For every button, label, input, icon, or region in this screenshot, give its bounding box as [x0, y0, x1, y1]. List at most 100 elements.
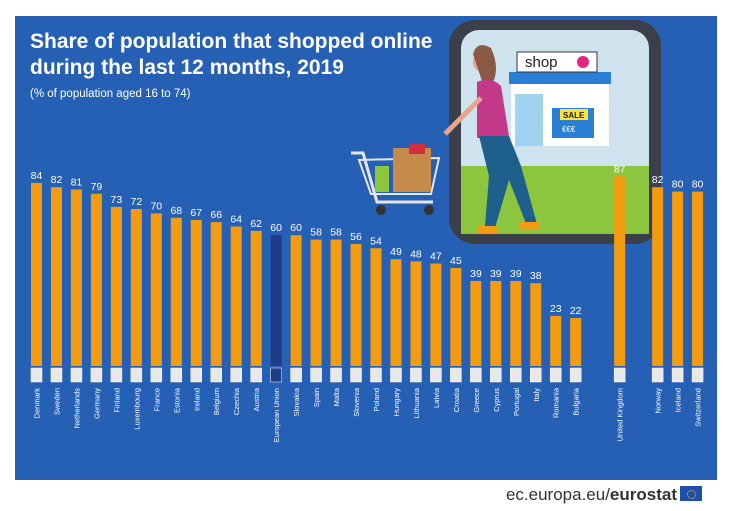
footer-source: ec.europa.eu/eurostat	[506, 485, 702, 505]
bar-luxembourg	[130, 209, 142, 366]
bar-lithuania	[410, 261, 422, 366]
bar-finland	[110, 206, 122, 366]
value-label-croatia: 45	[450, 255, 462, 267]
bar-european-union	[270, 235, 282, 366]
value-label-slovakia: 60	[290, 222, 302, 234]
flag-czechia-icon	[230, 367, 242, 383]
woman-arm	[443, 96, 483, 136]
value-label-belgium: 66	[210, 209, 222, 221]
bar-romania	[550, 315, 562, 366]
source-brand: eurostat	[609, 485, 677, 504]
flag-bulgaria-icon	[569, 367, 582, 383]
shoe-icon	[477, 226, 497, 233]
category-label-united-kingdom: United Kingdom	[616, 388, 625, 441]
shopping-bag-icon	[393, 148, 431, 192]
bar-portugal	[510, 280, 522, 366]
flag-romania-icon	[549, 367, 562, 383]
flag-netherlands-icon	[70, 367, 83, 383]
flag-poland-icon	[370, 367, 382, 383]
value-label-bulgaria: 22	[570, 305, 582, 317]
bar-latvia	[430, 263, 442, 366]
flag-iceland-icon	[671, 367, 684, 383]
value-label-norway: 82	[652, 174, 664, 186]
bar-sweden	[50, 187, 62, 366]
category-label-cyprus: Cyprus	[492, 388, 501, 412]
value-label-sweden: 82	[51, 174, 63, 186]
value-label-hungary: 49	[390, 246, 402, 258]
category-label-slovakia: Slovakia	[292, 387, 301, 416]
bar-croatia	[450, 267, 462, 366]
flag-spain-icon	[310, 367, 322, 383]
shop-sign-text: shop	[525, 54, 558, 71]
category-label-ireland: Ireland	[192, 388, 201, 411]
bottle-icon	[375, 166, 389, 192]
value-label-finland: 73	[111, 194, 123, 206]
category-label-european-union: European Union	[272, 388, 281, 442]
category-label-italy: Italy	[532, 388, 541, 402]
value-label-switzerland: 80	[692, 179, 704, 191]
flag-norway-icon	[651, 367, 664, 383]
flag-latvia-icon	[430, 367, 442, 383]
category-label-netherlands: Netherlands	[72, 388, 81, 429]
eu-flag-icon	[680, 486, 702, 501]
category-label-denmark: Denmark	[33, 388, 42, 419]
bar-denmark	[31, 182, 42, 366]
category-label-croatia: Croatia	[452, 387, 461, 412]
value-label-romania: 23	[550, 303, 562, 315]
source-prefix: ec.europa.eu/	[505, 485, 610, 504]
flag-cyprus-icon	[490, 367, 502, 383]
item-icon	[409, 144, 425, 154]
value-label-netherlands: 81	[71, 176, 83, 188]
chart-subtitle: (% of population aged 16 to 74)	[30, 88, 191, 100]
bar-netherlands	[70, 189, 82, 366]
category-label-slovenia: Slovenia	[352, 387, 361, 417]
category-label-poland: Poland	[372, 388, 381, 411]
category-label-iceland: Iceland	[674, 388, 683, 412]
bar-ireland	[190, 219, 202, 366]
value-label-austria: 62	[250, 218, 262, 230]
woman-shirt	[477, 79, 509, 138]
flag-lithuania-icon	[410, 367, 422, 383]
flag-france-icon	[150, 367, 163, 383]
value-label-united-kingdom: 87	[614, 163, 626, 175]
value-label-lithuania: 48	[410, 248, 422, 260]
category-label-austria: Austria	[252, 387, 261, 411]
shop-awning	[509, 72, 611, 84]
category-label-estonia: Estonia	[172, 387, 181, 413]
value-label-cyprus: 39	[490, 268, 502, 280]
stop-icon	[577, 56, 589, 68]
price-sign-text: €€€	[562, 125, 576, 134]
flag-estonia-icon	[170, 367, 183, 383]
bar-hungary	[390, 259, 402, 366]
bar-italy	[530, 283, 542, 366]
bar-czechia	[230, 226, 242, 366]
flag-united-kingdom-icon	[613, 367, 626, 383]
bar-slovakia	[290, 235, 302, 366]
category-label-malta: Malta	[332, 387, 341, 406]
bar-cyprus	[490, 280, 502, 366]
value-label-iceland: 80	[672, 179, 684, 191]
category-label-bulgaria: Bulgaria	[572, 387, 581, 415]
flag-slovenia-icon	[350, 367, 362, 383]
category-label-lithuania: Lithuania	[412, 387, 421, 418]
title-line-1: Share of population that shopped online	[30, 30, 433, 53]
flag-sweden-icon	[50, 367, 63, 383]
woman-hair	[473, 45, 496, 86]
flag-finland-icon	[110, 367, 123, 383]
bar-austria	[250, 230, 262, 366]
flag-european-union-icon	[270, 367, 282, 383]
flag-malta-icon	[330, 367, 342, 383]
flag-luxembourg-icon	[130, 367, 143, 383]
bar-bulgaria	[570, 318, 582, 366]
category-label-portugal: Portugal	[512, 388, 521, 416]
shop-sign	[516, 51, 598, 73]
bar-united-kingdom	[614, 176, 626, 366]
cart-wheel-icon	[376, 205, 386, 215]
flag-austria-icon	[250, 367, 262, 383]
category-label-germany: Germany	[92, 388, 101, 419]
category-label-norway: Norway	[654, 388, 663, 414]
category-label-luxembourg: Luxembourg	[132, 388, 141, 430]
category-label-sweden: Sweden	[52, 388, 61, 415]
category-label-finland: Finland	[112, 388, 121, 413]
sale-sign	[560, 109, 588, 120]
